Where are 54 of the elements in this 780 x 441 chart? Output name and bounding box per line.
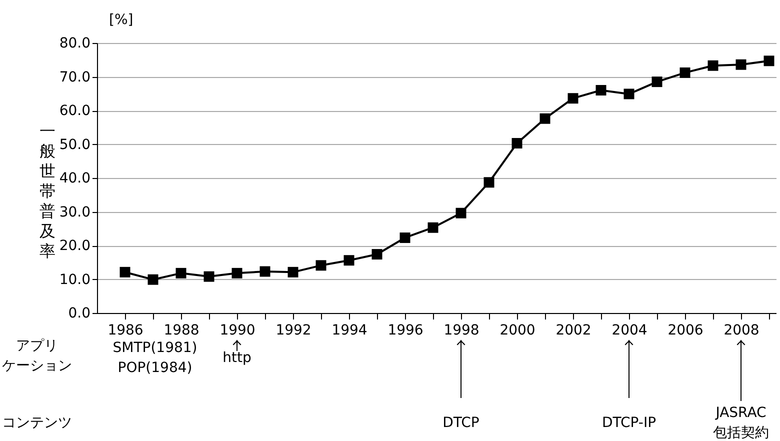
y-tick-label: 20.0	[59, 238, 90, 254]
point	[708, 60, 718, 71]
text: [%]	[109, 12, 134, 28]
y-tick-label: 40.0	[59, 170, 90, 186]
point	[204, 271, 214, 282]
point	[484, 177, 494, 188]
y-tick-label: 80.0	[59, 36, 90, 52]
point	[344, 255, 354, 266]
point	[540, 113, 550, 124]
point	[652, 76, 662, 88]
point	[400, 232, 410, 243]
point	[624, 88, 634, 100]
x-tick-label: 1992	[276, 322, 312, 338]
x-tick-label: 1986	[108, 322, 144, 338]
point	[176, 268, 186, 278]
x-tick-label: 2000	[500, 322, 536, 338]
x-tick-label: 2006	[668, 322, 704, 338]
point	[428, 222, 438, 233]
point	[568, 93, 578, 104]
point	[596, 85, 606, 96]
x-tick-label: 1990	[220, 322, 256, 338]
point	[456, 208, 466, 218]
text: アプリケーション	[2, 338, 72, 374]
text: JASRAC 包括契約	[713, 405, 769, 441]
point	[512, 138, 522, 148]
x-tick-label: 2002	[556, 322, 592, 338]
x-tick-label: 1998	[444, 322, 480, 338]
point	[148, 274, 158, 285]
y-tick-label: 10.0	[59, 272, 90, 288]
point	[232, 268, 242, 278]
y-tick-label: 70.0	[59, 69, 90, 86]
x-tick-label: 1988	[164, 322, 200, 338]
point	[316, 260, 326, 271]
point	[120, 266, 130, 278]
y-axis-title: 一般世帯普及率	[40, 122, 56, 260]
point	[736, 59, 746, 70]
y-tick-label: 60.0	[59, 103, 90, 119]
x-tick-label: 2008	[724, 322, 760, 338]
point	[260, 266, 270, 277]
x-tick-label: 1996	[388, 322, 424, 338]
y-tick-label: 30.0	[59, 204, 90, 220]
point	[680, 67, 690, 78]
x-tick-label: 2004	[612, 322, 648, 338]
text: SMTP(1981) POP(1984)	[112, 340, 198, 376]
point	[764, 56, 774, 66]
point	[372, 249, 382, 260]
text: コンテンツ	[2, 415, 72, 431]
text: DTCP-IP	[602, 415, 656, 431]
x-tick-label: 1994	[332, 322, 368, 338]
text: http	[222, 350, 252, 366]
point	[288, 266, 298, 278]
y-tick-label: 50.0	[59, 136, 90, 153]
y-tick-label: 0.0	[68, 306, 90, 322]
text: DTCP	[442, 415, 480, 431]
